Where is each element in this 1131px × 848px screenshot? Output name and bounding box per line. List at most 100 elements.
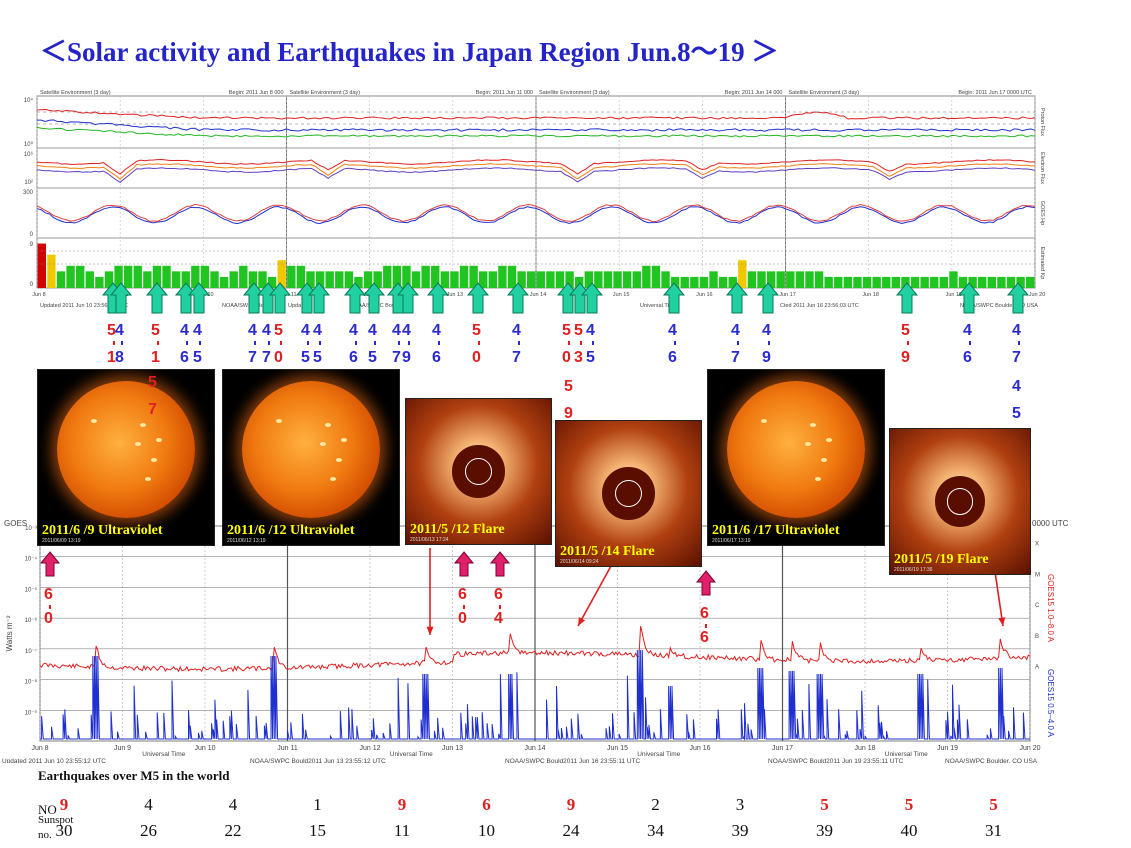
xray-day-label: Jun 12 (359, 745, 380, 752)
kp-bar (335, 271, 344, 288)
day-label: Jun 11 (280, 292, 296, 298)
kp-bar (795, 271, 805, 288)
kp-bar (287, 265, 296, 288)
quake-magnitude-decimal: 8 (115, 349, 124, 366)
kp-bar (383, 265, 392, 288)
quake-magnitude-digit: 5 (107, 322, 116, 339)
kp-bar (834, 276, 843, 288)
y-tick-label: 10⁰ (24, 141, 34, 148)
page-title: ＜Solar activity and Earthquakes in Japan… (40, 37, 779, 67)
ultraviolet-sun-image: 2011/06/17 13:19 2011/6 /17 Ultraviolet (707, 369, 885, 546)
electron-red-line (36, 159, 1036, 175)
kp-bar (459, 265, 469, 288)
sun-disk (727, 380, 865, 519)
sunspot-number-cell: 11 (393, 821, 411, 840)
decimal-dot (1018, 341, 1020, 345)
xray-footer: NOAA/SWPC Bould2011 Jun 13 23:55:12 UTC (250, 758, 386, 763)
kp-bar (776, 271, 785, 288)
decimal-dot (199, 341, 201, 345)
kp-bar (546, 271, 555, 288)
kp-bar (363, 271, 373, 288)
active-region (325, 422, 332, 427)
day-label: Jun 12 (363, 292, 380, 298)
active-region (815, 476, 822, 481)
kp-bar (978, 276, 987, 288)
active-region (760, 419, 767, 423)
day-label: Jun 15 (613, 292, 630, 298)
row-sunspot-label-no: no. (38, 829, 52, 841)
kp-bar (680, 276, 689, 288)
kp-bar (258, 271, 267, 288)
active-region (150, 457, 157, 462)
utc-right-label: 0000 UTC (1032, 519, 1069, 528)
ultraviolet-sun-image: 2011/06/09 13:19 2011/6 /9 Ultraviolet (37, 369, 215, 546)
hp-blue-line (36, 205, 1036, 225)
quake-magnitude-digit: 5 (562, 322, 571, 339)
xray-day-label: Jun 9 (114, 745, 131, 752)
quake-magnitude-decimal: 5 (301, 349, 310, 366)
kp-bar (392, 265, 402, 288)
world-quake-magnitude: 4 (494, 610, 503, 627)
row-label: Estimated Kp (1039, 247, 1045, 280)
panel-footer: Cted 2011 Jun 16 23:56:03 UTC (780, 303, 859, 308)
panel-header-left: Satellite Environment (3 day) (539, 90, 610, 96)
flare-class-letter: C (1035, 603, 1040, 609)
quake-magnitude-digit: 5 (274, 322, 283, 339)
row-label: Electron Flux (1039, 152, 1045, 184)
kp-bar (315, 271, 325, 288)
ultraviolet-sun-image: 2011/06/12 13:19 2011/6 /12 Ultraviolet (222, 369, 400, 546)
kp-bar (248, 271, 258, 288)
decimal-dot (969, 341, 971, 345)
sun-outline (946, 488, 974, 515)
kp-bar (574, 276, 584, 288)
quake-magnitude-decimal: 1 (107, 349, 116, 366)
quake-magnitude-extra: 5 (1012, 405, 1021, 422)
kp-bar (901, 276, 910, 288)
kp-bar (747, 271, 757, 288)
quake-count-cell: 2 (651, 795, 660, 814)
sunspot-number-cell: 15 (309, 821, 326, 840)
kp-bar (766, 271, 776, 288)
panel-footer: Upda (288, 303, 302, 308)
kp-bar (267, 276, 277, 288)
kp-bar (114, 265, 123, 288)
goes-left-label: GOES (4, 519, 27, 528)
panel-header-left: Satellite Environment (3 day) (290, 90, 361, 96)
image-caption: 2011/5 /19 Flare (894, 552, 989, 567)
kp-bar (181, 271, 190, 288)
decimal-dot (463, 605, 465, 609)
xray-footer: NOAA/SWPC Bould2011 Jun 19 23:55:11 UTC (768, 758, 904, 763)
electron-orange-line (36, 163, 1036, 180)
arrowhead-icon (426, 626, 434, 635)
kp-bar (814, 271, 824, 288)
sunspot-number-cell: 30 (55, 821, 73, 840)
kp-bar (622, 271, 632, 288)
day-label: Jun 13 (447, 292, 464, 298)
quake-magnitude-decimal: 7 (1012, 349, 1021, 366)
active-region (145, 476, 152, 481)
quake-magnitude-extra: 5 (564, 378, 573, 395)
kp-bar (728, 276, 737, 288)
panel-footer: Universal Time (640, 303, 676, 308)
xray-y-tick: 10⁻⁸ (25, 679, 38, 686)
kp-bar (939, 276, 949, 288)
quake-magnitude-digit: 4 (392, 322, 401, 339)
quake-count-cell: 6 (482, 795, 491, 814)
quake-magnitude-digit: 5 (472, 322, 481, 339)
image-caption: 2011/6 /9 Ultraviolet (42, 523, 163, 538)
kp-bar (373, 271, 382, 288)
quake-magnitude-decimal: 7 (392, 349, 401, 366)
sunspot-number-cell: 31 (985, 821, 1002, 840)
kp-bar (757, 271, 766, 288)
quake-magnitude-decimal: 7 (248, 349, 257, 366)
kp-bar (152, 265, 162, 288)
active-region (820, 457, 827, 462)
quake-magnitude-decimal: 3 (574, 349, 583, 366)
kp-bar (786, 271, 795, 288)
decimal-dot (907, 341, 909, 345)
kp-bar (498, 265, 507, 288)
quake-count-cell: 9 (397, 795, 407, 814)
quake-magnitude-digit: 4 (180, 322, 189, 339)
world-quake-magnitude: 6 (700, 629, 709, 646)
quake-count-cell: 5 (989, 795, 998, 814)
